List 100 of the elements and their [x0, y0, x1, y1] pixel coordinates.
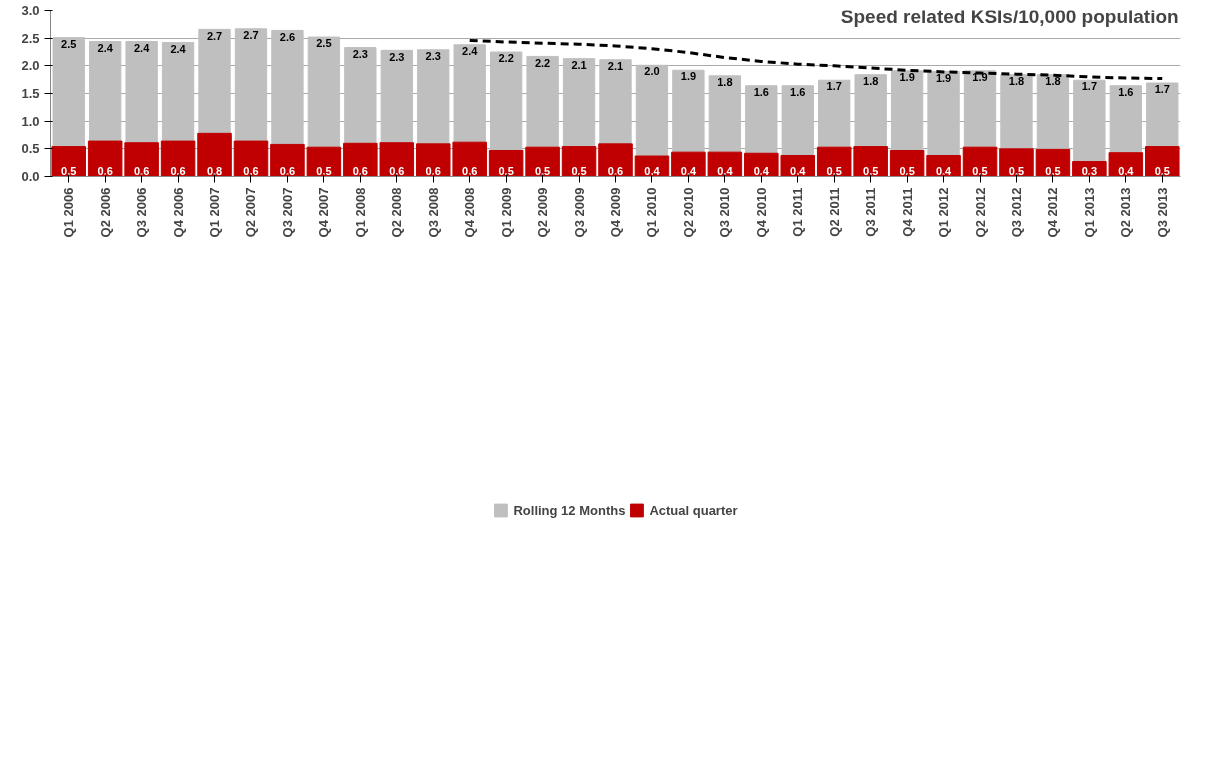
y-tick-label: 0.5 — [21, 141, 40, 157]
data-label: 0.4 — [717, 165, 734, 178]
x-tick-label: Q4 2009 — [608, 187, 623, 238]
bar — [598, 143, 633, 177]
data-label: 0.3 — [1081, 165, 1098, 178]
data-label: 0.6 — [133, 165, 150, 178]
data-label: 0.6 — [279, 165, 296, 178]
legend-label: Actual quarter — [649, 502, 738, 518]
data-label: 0.4 — [935, 165, 953, 178]
x-tick-label: Q2 2013 — [1118, 187, 1134, 238]
data-label: 2.7 — [243, 28, 259, 41]
data-label: 0.6 — [97, 165, 113, 178]
data-label: 0.5 — [972, 165, 988, 178]
data-label: 2.2 — [498, 52, 514, 65]
x-tick-label: Q4 2010 — [753, 187, 769, 238]
data-label: 1.6 — [753, 85, 769, 98]
data-label: 1.9 — [680, 70, 697, 83]
data-label: 0.5 — [899, 165, 915, 178]
x-tick-label: Q2 2007 — [243, 187, 259, 238]
bar — [1145, 146, 1180, 177]
data-label: 0.4 — [790, 165, 807, 178]
data-label: 0.4 — [680, 165, 697, 178]
data-label: 0.5 — [826, 165, 842, 178]
x-tick-label: Q4 2008 — [462, 187, 478, 238]
data-label: 2.0 — [644, 65, 660, 78]
y-tick-label: 2.0 — [21, 58, 40, 74]
data-label: 1.7 — [1154, 83, 1170, 96]
data-label: 2.3 — [389, 50, 405, 63]
x-tick-label: Q4 2006 — [170, 187, 186, 238]
x-tick-label: Q2 2006 — [97, 187, 113, 238]
data-label: 0.5 — [1045, 165, 1061, 178]
data-label: 2.6 — [279, 30, 296, 43]
x-tick-label: Q3 2011 — [863, 187, 879, 237]
x-tick-label: Q3 2012 — [1008, 187, 1024, 238]
x-tick-label: Q3 2008 — [425, 187, 441, 238]
bar — [51, 146, 86, 177]
data-label: 0.6 — [607, 165, 624, 178]
data-label: 0.5 — [316, 165, 332, 178]
x-tick-label: Q3 2013 — [1154, 187, 1170, 238]
data-label: 0.5 — [61, 165, 77, 178]
x-tick-label: Q3 2010 — [717, 187, 733, 238]
x-tick-label: Q1 2006 — [61, 187, 77, 238]
data-label: 2.4 — [170, 42, 187, 55]
y-tick-label: 0.0 — [21, 169, 40, 184]
data-label: 0.6 — [389, 165, 405, 178]
data-label: 0.5 — [863, 165, 879, 178]
bar — [999, 148, 1034, 177]
data-label: 1.8 — [1045, 74, 1061, 87]
x-tick-label: Q2 2010 — [680, 187, 696, 238]
x-tick-label: Q3 2006 — [134, 187, 150, 238]
data-label: 1.9 — [935, 71, 952, 84]
data-label: 0.5 — [534, 165, 551, 178]
x-tick-label: Q1 2011 — [790, 187, 806, 237]
x-tick-label: Q2 2011 — [826, 187, 842, 237]
data-label: 1.9 — [899, 71, 915, 84]
data-label: 2.1 — [607, 59, 624, 72]
legend-label: Rolling 12 Months — [513, 502, 626, 518]
data-label: 2.5 — [61, 37, 77, 50]
data-label: 0.5 — [571, 165, 587, 178]
y-tick-label: 2.5 — [21, 30, 40, 46]
data-label: 0.5 — [1154, 165, 1170, 178]
x-tick-label: Q4 2012 — [1045, 187, 1061, 238]
y-tick-label: 1.5 — [21, 86, 40, 101]
data-label: 0.5 — [1008, 165, 1025, 178]
data-label: 2.4 — [97, 41, 114, 54]
data-label: 2.7 — [206, 29, 223, 42]
x-tick-label: Q1 2010 — [644, 187, 660, 238]
x-tick-label: Q1 2009 — [498, 187, 514, 238]
data-label: 0.6 — [425, 165, 441, 178]
data-label: 0.6 — [352, 165, 368, 178]
x-tick-label: Q4 2007 — [316, 187, 332, 238]
data-label: 0.4 — [1118, 165, 1135, 178]
x-tick-label: Q1 2012 — [936, 187, 952, 238]
data-label: 1.6 — [1118, 85, 1134, 98]
data-label: 2.3 — [352, 47, 368, 60]
y-tick-label: 3.0 — [21, 3, 40, 18]
x-tick-label: Q3 2007 — [279, 187, 295, 238]
data-label: 2.4 — [133, 41, 151, 54]
data-label: 0.8 — [206, 165, 223, 178]
data-label: 2.1 — [571, 58, 587, 71]
x-tick-label: Q1 2007 — [207, 187, 223, 238]
data-label: 0.6 — [170, 165, 186, 178]
data-label: 2.4 — [462, 45, 479, 58]
data-label: 0.6 — [243, 165, 259, 178]
data-label: 0.4 — [644, 165, 661, 178]
x-tick-label: Q1 2008 — [352, 187, 368, 238]
bar — [160, 140, 196, 177]
data-label: 0.6 — [462, 165, 478, 178]
data-label: 2.2 — [534, 56, 551, 69]
data-label: 1.8 — [717, 76, 733, 89]
y-tick-label: 1.0 — [21, 113, 40, 129]
x-tick-label: Q4 2011 — [899, 187, 915, 237]
x-tick-label: Q2 2012 — [972, 187, 988, 238]
data-label: 1.8 — [863, 74, 879, 87]
data-label: 1.7 — [1081, 80, 1098, 93]
x-tick-label: Q2 2009 — [535, 187, 551, 238]
data-label: 2.5 — [316, 37, 332, 50]
x-tick-label: Q1 2013 — [1081, 187, 1097, 238]
data-label: 2.3 — [425, 50, 441, 62]
data-label: 1.6 — [790, 85, 806, 98]
